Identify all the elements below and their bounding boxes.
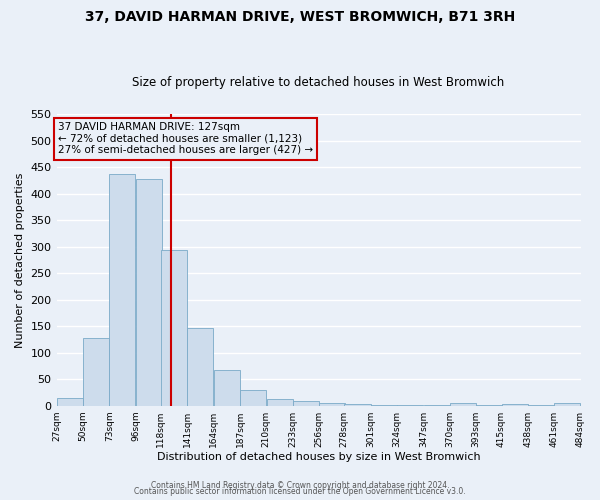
Text: 37, DAVID HARMAN DRIVE, WEST BROMWICH, B71 3RH: 37, DAVID HARMAN DRIVE, WEST BROMWICH, B… — [85, 10, 515, 24]
Bar — [554, 402, 580, 406]
Bar — [371, 405, 397, 406]
X-axis label: Distribution of detached houses by size in West Bromwich: Distribution of detached houses by size … — [157, 452, 481, 462]
Bar — [214, 370, 240, 406]
Title: Size of property relative to detached houses in West Bromwich: Size of property relative to detached ho… — [133, 76, 505, 90]
Y-axis label: Number of detached properties: Number of detached properties — [15, 172, 25, 348]
Bar — [109, 174, 136, 406]
Bar — [266, 399, 293, 406]
Bar — [83, 338, 109, 406]
Bar — [187, 328, 214, 406]
Bar — [136, 180, 162, 406]
Bar — [450, 403, 476, 406]
Bar — [424, 405, 449, 406]
Text: Contains public sector information licensed under the Open Government Licence v3: Contains public sector information licen… — [134, 487, 466, 496]
Bar — [293, 401, 319, 406]
Bar — [397, 405, 423, 406]
Bar — [319, 403, 345, 406]
Bar — [528, 405, 554, 406]
Text: 37 DAVID HARMAN DRIVE: 127sqm
← 72% of detached houses are smaller (1,123)
27% o: 37 DAVID HARMAN DRIVE: 127sqm ← 72% of d… — [58, 122, 313, 156]
Bar — [240, 390, 266, 406]
Bar — [502, 404, 527, 406]
Bar — [344, 404, 371, 406]
Bar — [57, 398, 83, 406]
Bar — [476, 405, 502, 406]
Text: Contains HM Land Registry data © Crown copyright and database right 2024.: Contains HM Land Registry data © Crown c… — [151, 481, 449, 490]
Bar — [161, 250, 187, 406]
